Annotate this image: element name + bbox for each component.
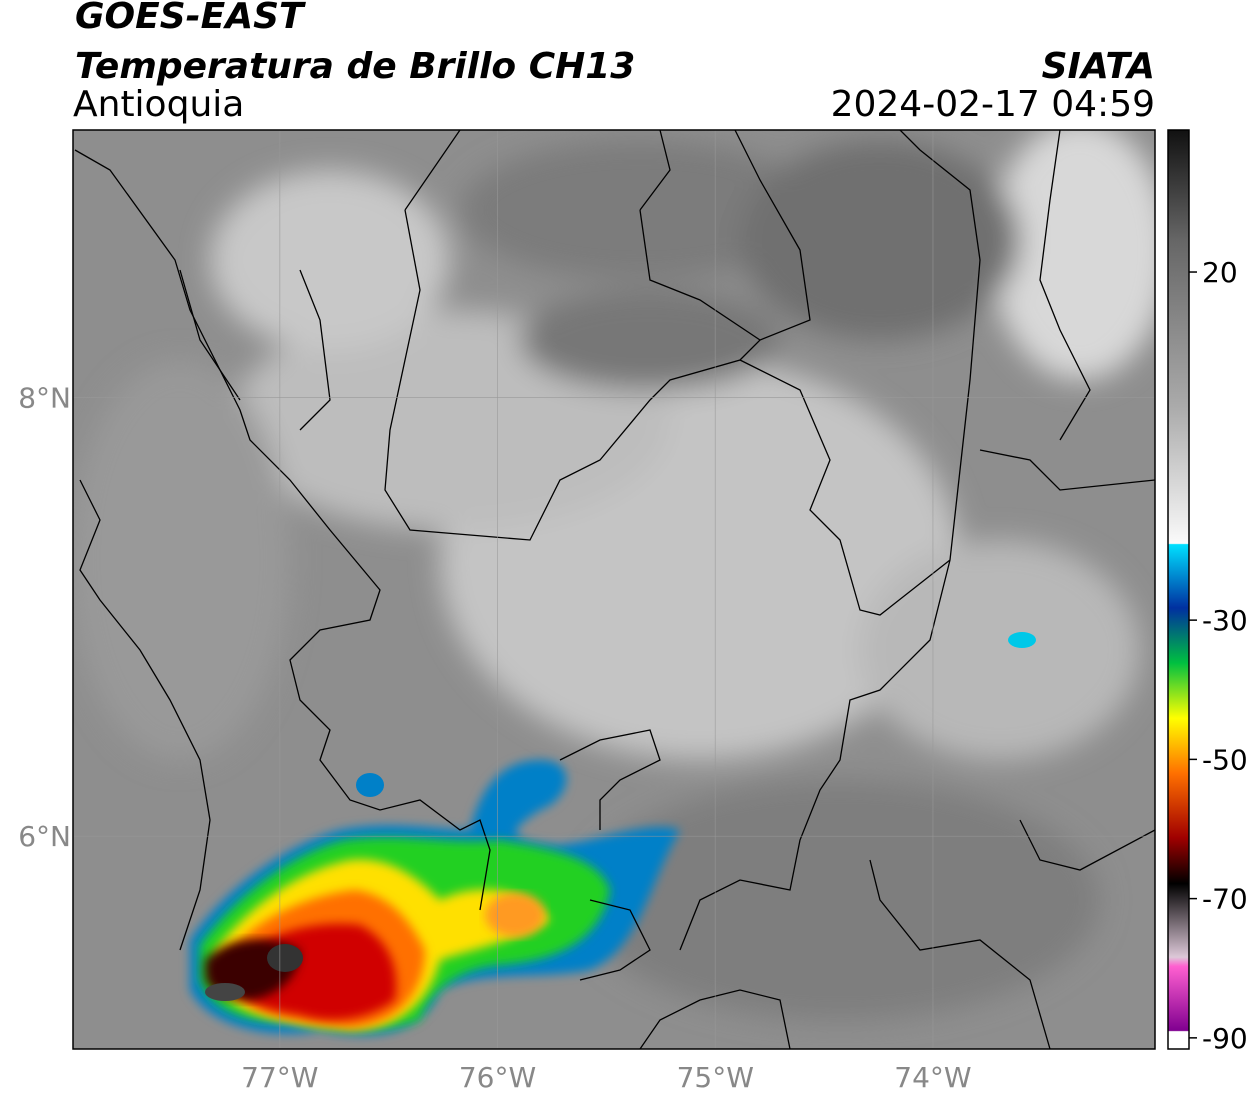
region: Antioquia (73, 84, 244, 125)
boundaries (74, 130, 1155, 1049)
colorbar-tick-label: -50 (1202, 743, 1248, 776)
y-tick-label: 8°N (18, 382, 71, 415)
colorbar-tick-label: 20 (1202, 256, 1238, 289)
title: GOES-EAST (75, 0, 306, 37)
storm (190, 632, 1036, 1036)
x-tick-label: 74°W (894, 1061, 971, 1094)
colorbar (1167, 129, 1190, 1050)
colorbar-tick-label: -70 (1202, 883, 1248, 916)
x-tick-label: 77°W (241, 1061, 318, 1094)
map-frame (72, 129, 1156, 1050)
colorbar-tick-label: -90 (1202, 1022, 1248, 1055)
subtitle: Temperatura de Brillo CH13 (75, 46, 635, 87)
datetime: 2024-02-17 04:59 (831, 84, 1155, 125)
y-tick-label: 6°N (18, 820, 71, 853)
grid (73, 130, 1155, 1049)
colorbar-tick-label: -30 (1202, 604, 1248, 637)
x-tick-label: 76°W (459, 1061, 536, 1094)
x-tick-label: 75°W (677, 1061, 754, 1094)
brand: SIATA (1042, 46, 1155, 87)
cloud-field (73, 130, 1155, 1020)
satellite-image (73, 130, 1155, 1049)
